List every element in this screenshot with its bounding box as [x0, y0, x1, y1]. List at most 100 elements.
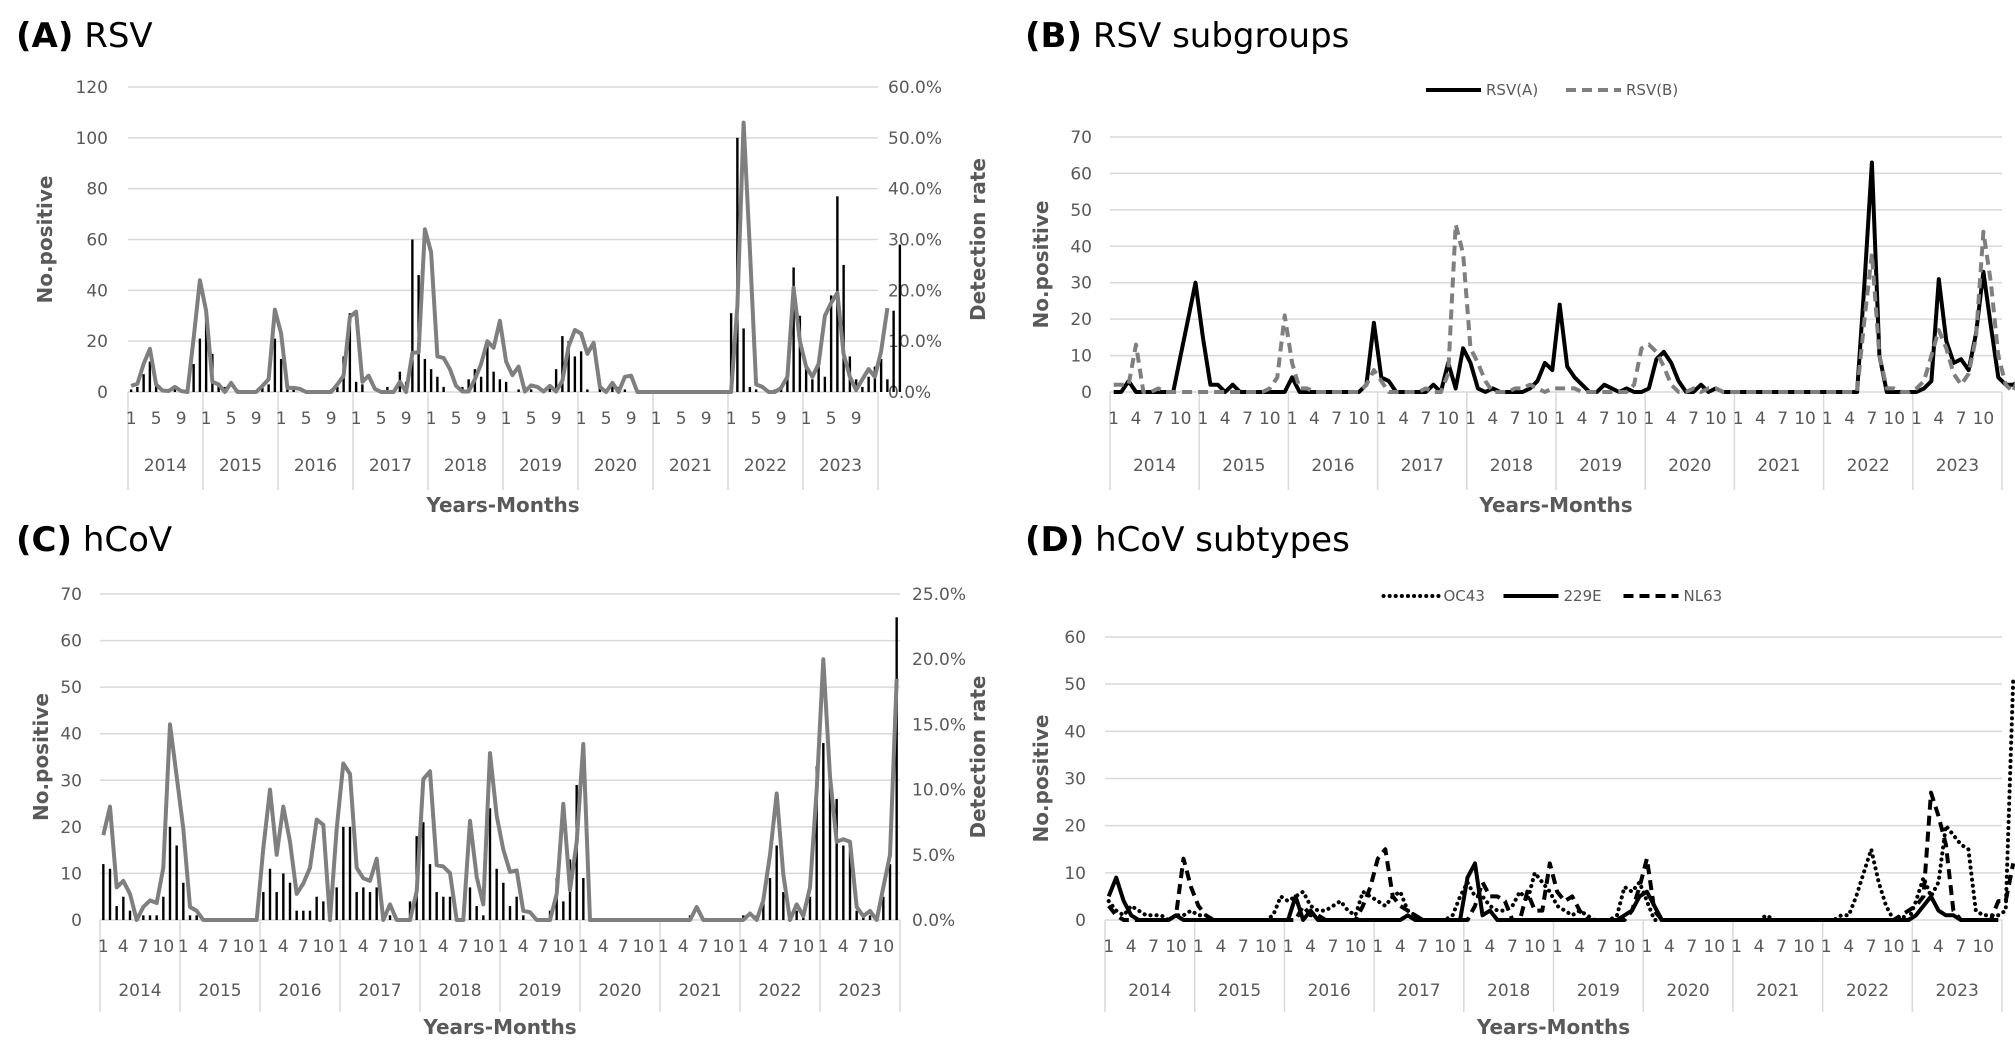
bar — [567, 341, 570, 392]
x-month-label: 1 — [1911, 409, 1922, 429]
x-month-label: 10 — [1794, 409, 1816, 429]
bar — [442, 386, 445, 392]
bar — [279, 358, 283, 392]
x-month-label: 4 — [1577, 409, 1588, 429]
x-year-label: 2016 — [294, 456, 337, 476]
x-month-label: 1 — [426, 409, 437, 429]
bar — [388, 915, 392, 920]
x-month-label: 1 — [276, 409, 287, 429]
y-tick-label: 60 — [86, 231, 108, 251]
x-month-label: 1 — [351, 409, 362, 429]
panel-c-title-text: hCoV — [82, 520, 173, 560]
x-month-label: 7 — [698, 937, 709, 957]
bar — [786, 376, 789, 392]
bar — [355, 892, 358, 920]
bar — [286, 389, 289, 392]
x-year-label: 2017 — [358, 981, 401, 1001]
bar — [754, 389, 758, 392]
bar-series — [102, 617, 898, 920]
x-month-label: 1 — [818, 937, 829, 957]
x-month-label: 10 — [393, 937, 415, 957]
chart-c: 0 10 20 30 40 50 60 70 0.0% 5.0% 10.0% 15.0% 20.0% 25… — [29, 585, 990, 1039]
x-month-label: 9 — [326, 409, 337, 429]
x-month-label: 9 — [176, 409, 187, 429]
bar — [479, 376, 483, 392]
x-month-label: 1 — [338, 937, 349, 957]
bar — [468, 887, 472, 920]
x-month-label: 4 — [758, 937, 769, 957]
y-tick-label: 70 — [60, 585, 82, 605]
panel-a-label: (A) — [16, 16, 74, 56]
y-axis-title: No.positive — [1029, 715, 1053, 843]
x-year-label: 2018 — [438, 981, 481, 1001]
bar — [322, 901, 325, 920]
bar — [898, 244, 902, 392]
y-tick-label: 70 — [1070, 128, 1092, 148]
bar — [361, 384, 364, 392]
bar — [261, 386, 264, 392]
x-month-label: 10 — [1259, 409, 1281, 429]
x-year-label: 2019 — [1579, 456, 1622, 476]
x-month-label: 4 — [1664, 937, 1675, 957]
x-month-label: 7 — [1776, 937, 1787, 957]
bar — [217, 384, 220, 392]
x-axis-title: Years-Months — [422, 1015, 576, 1039]
x-month-label: 10 — [633, 937, 655, 957]
x-year-label: 2022 — [1846, 981, 1889, 1001]
bar — [561, 336, 564, 392]
x-month-label: 1 — [1552, 937, 1563, 957]
y2-tick-label: 15.0% — [912, 715, 966, 735]
bar — [122, 896, 125, 920]
bar — [835, 798, 838, 920]
y-tick-label: 80 — [86, 180, 108, 200]
x-year-label: 2016 — [1308, 981, 1351, 1001]
bar — [623, 389, 627, 392]
x-month-label: 9 — [776, 409, 787, 429]
x-year-label: 2023 — [1936, 456, 1979, 476]
y-tick-label: 30 — [1070, 274, 1092, 294]
x-month-label: 1 — [1554, 409, 1565, 429]
x-month-label: 10 — [1973, 409, 1995, 429]
x-month-label: 7 — [1597, 937, 1608, 957]
x-month-label: 4 — [1398, 409, 1409, 429]
x-month-label: 10 — [1170, 409, 1192, 429]
x-month-label: 4 — [278, 937, 289, 957]
bar — [488, 808, 492, 920]
x-year-label: 2014 — [1128, 981, 1171, 1001]
bar — [362, 887, 365, 920]
bar — [498, 379, 502, 392]
x-year-label: 2019 — [1577, 981, 1620, 1001]
panel-b-title-text: RSV subgroups — [1092, 16, 1350, 56]
x-month-label: 1 — [98, 937, 109, 957]
bar — [855, 910, 858, 920]
x-month-label: 7 — [138, 937, 149, 957]
x-month-label: 7 — [1688, 409, 1699, 429]
x-month-label: 4 — [118, 937, 129, 957]
bar — [282, 873, 285, 920]
series-line-rsv-a- — [1113, 160, 2015, 394]
panel-d-label: (D) — [1025, 520, 1085, 560]
bar — [142, 915, 145, 920]
x-month-label: 7 — [1777, 409, 1788, 429]
legend-item: RSV(A) — [1426, 81, 1538, 99]
x-month-label: 10 — [793, 937, 815, 957]
x-month-label: 7 — [458, 937, 469, 957]
x-month-label: 5 — [301, 409, 312, 429]
x-month-label: 4 — [678, 937, 689, 957]
bar — [204, 315, 208, 392]
x-year-label: 2014 — [118, 981, 161, 1001]
x-month-label: 7 — [378, 937, 389, 957]
bar — [815, 766, 818, 920]
x-month-label: 10 — [713, 937, 735, 957]
panel-c: (C) hCoV 0 10 20 30 40 50 60 70 0.0% 5.0% 10.0% 15.… — [0, 520, 1005, 1040]
bar — [102, 864, 105, 920]
x-month-label: 1 — [1193, 937, 1204, 957]
x-year-label: 2018 — [1487, 981, 1530, 1001]
x-month-label: 1 — [501, 409, 512, 429]
panel-d-title-text: hCoV subtypes — [1095, 520, 1350, 560]
bar — [354, 381, 358, 392]
x-month-label: 7 — [1421, 409, 1432, 429]
x-month-label: 4 — [1126, 937, 1137, 957]
bar — [288, 882, 292, 920]
bar — [808, 896, 812, 920]
